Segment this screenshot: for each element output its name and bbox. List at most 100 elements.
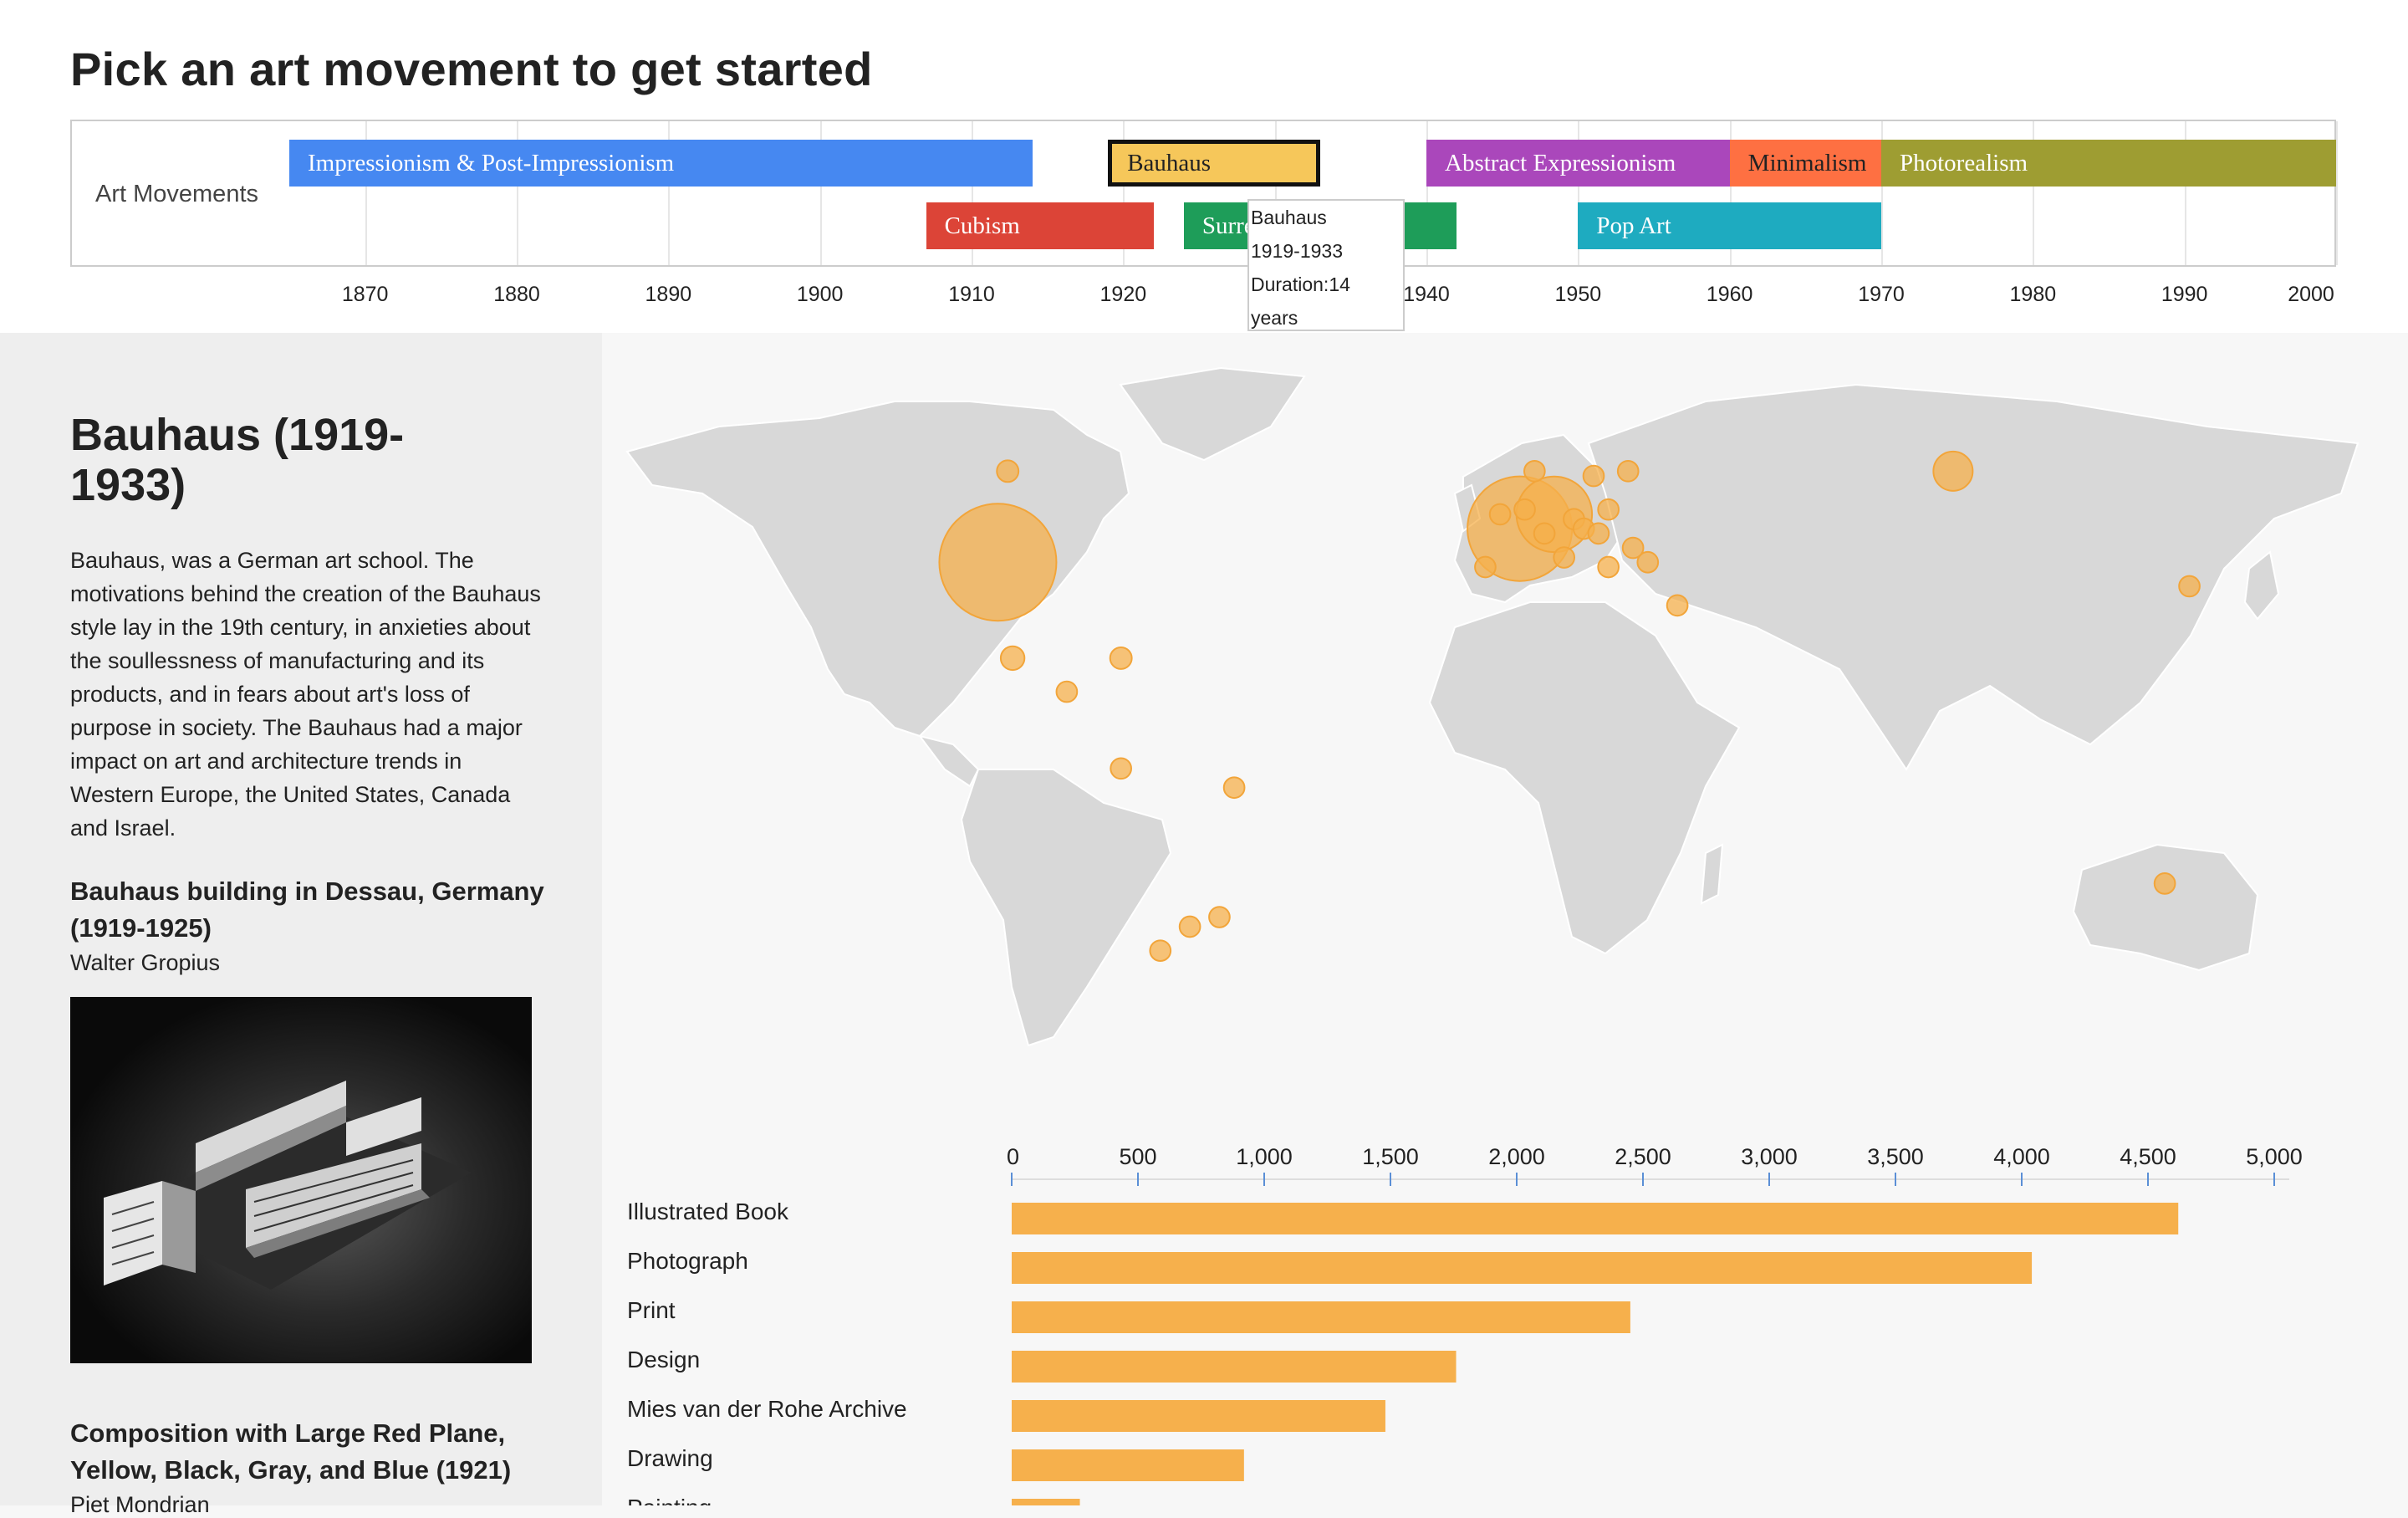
map-bubble[interactable] xyxy=(1474,555,1497,579)
map-bubble[interactable] xyxy=(1932,450,1974,492)
central-america-shape xyxy=(917,734,980,788)
map-bubble[interactable] xyxy=(996,459,1020,483)
map-bubble[interactable] xyxy=(1553,546,1576,569)
map-bubble[interactable] xyxy=(2153,872,2176,895)
map-bubble[interactable] xyxy=(1109,646,1133,670)
timeline-tick-label: 1880 xyxy=(493,283,540,306)
south-america-shape xyxy=(960,769,1172,1047)
x-axis-tick-label: 4,000 xyxy=(1993,1144,2050,1169)
timeline-tick-label: 1970 xyxy=(1858,283,1905,306)
timeline-gridline xyxy=(668,121,671,265)
bar[interactable] xyxy=(1012,1400,1385,1432)
timeline-tick-label: 1900 xyxy=(796,283,844,306)
timeline-gridline xyxy=(1578,121,1580,265)
australia-shape xyxy=(2072,843,2259,972)
asia-shape xyxy=(1587,383,2360,771)
bar[interactable] xyxy=(1012,1499,1080,1518)
timeline-gridline xyxy=(2336,121,2338,265)
timeline-tick-label: 1920 xyxy=(1099,283,1147,306)
bar-category-label: Design xyxy=(627,1347,700,1372)
timeline-gridline xyxy=(1881,121,1883,265)
bar[interactable] xyxy=(1012,1351,1457,1383)
map-bubble[interactable] xyxy=(1587,522,1610,545)
timeline-movement-bar[interactable]: Impressionism & Post-Impressionism xyxy=(289,140,1033,187)
x-axis: 0 500 1,000 1,500 2,000 2,500 3,000 3,500 4,000 4… xyxy=(1007,1144,2303,1186)
x-axis-tick-label: 3,000 xyxy=(1741,1144,1798,1169)
tooltip-duration: Duration:14 xyxy=(1251,273,1350,295)
x-axis-tick-label: 2,000 xyxy=(1488,1144,1545,1169)
x-axis-tick-label: 5,000 xyxy=(2246,1144,2303,1169)
map-bubble[interactable] xyxy=(1488,503,1512,526)
timeline-gridline xyxy=(365,121,367,265)
bar-category-label: Illustrated Book xyxy=(627,1199,789,1224)
work-artist: Walter Gropius xyxy=(70,950,221,975)
bar[interactable] xyxy=(1012,1203,2179,1234)
bar-category-label: Mies van der Rohe Archive xyxy=(627,1396,907,1422)
work-title: Composition with Large Red Plane, Yellow… xyxy=(70,1418,512,1485)
map-bubble[interactable] xyxy=(938,503,1058,622)
map-bubble[interactable] xyxy=(1208,906,1231,928)
timeline-tick-label: 2000 xyxy=(2288,283,2334,306)
timeline-gridline xyxy=(1274,121,1277,265)
map-bubble[interactable] xyxy=(1222,776,1246,800)
timeline-movement-bar[interactable]: Abstract Expressionism xyxy=(1426,140,1730,187)
timeline-movement-bar[interactable]: Minimalism xyxy=(1729,140,1881,187)
bar[interactable] xyxy=(1012,1252,2033,1284)
work-image-bauhaus-building xyxy=(70,997,532,1363)
map-bubble[interactable] xyxy=(1110,757,1133,780)
movement-title: Bauhaus (1919-1933) xyxy=(70,410,405,510)
map-bubble[interactable] xyxy=(1621,536,1645,560)
timeline-tooltip: Bauhaus 1919-1933 Duration:14 years xyxy=(1247,199,1405,331)
x-axis-tick-label: 4,500 xyxy=(2120,1144,2176,1169)
map-bubbles xyxy=(938,450,2201,963)
timeline-gridline xyxy=(1729,121,1732,265)
timeline-gridline xyxy=(1123,121,1125,265)
map-bubble[interactable] xyxy=(1533,522,1556,545)
timeline-tick-label: 1950 xyxy=(1554,283,1602,306)
movement-description: Bauhaus, was a German art school. The mo… xyxy=(70,548,541,841)
map-bubble[interactable] xyxy=(1149,939,1172,963)
map-bubble[interactable] xyxy=(1178,915,1201,938)
timeline-movement-bar[interactable]: Cubism xyxy=(926,202,1154,249)
map-bubble[interactable] xyxy=(1616,459,1640,483)
africa-shape xyxy=(1428,601,1741,955)
map-bubble[interactable] xyxy=(1597,498,1620,521)
tooltip-name: Bauhaus xyxy=(1251,207,1327,228)
world-map-svg xyxy=(625,366,2360,1047)
tooltip-duration-unit: years xyxy=(1251,307,1298,329)
building-model-illustration xyxy=(104,1081,472,1290)
timeline-movement-bar[interactable]: Photorealism xyxy=(1881,140,2336,187)
bar-chart-svg: 0 500 1,000 1,500 2,000 2,500 3,000 3,500 4,000 4… xyxy=(627,1144,2303,1518)
japan-shape xyxy=(2243,550,2280,621)
work-title: Bauhaus building in Dessau, Germany (191… xyxy=(70,877,544,943)
map-bubble[interactable] xyxy=(1055,680,1079,703)
map-bubble[interactable] xyxy=(1597,555,1620,579)
timeline-gridline xyxy=(517,121,518,265)
map-bubble[interactable] xyxy=(1636,550,1660,574)
timeline-gridline xyxy=(972,121,973,265)
timeline-row-label: Art Movements xyxy=(95,181,258,207)
timeline-tick-label: 1980 xyxy=(2009,283,2057,306)
map-bubble[interactable] xyxy=(1582,464,1605,488)
x-axis-tick-label: 3,500 xyxy=(1867,1144,1924,1169)
tooltip-years: 1919-1933 xyxy=(1251,240,1343,262)
page-title: Pick an art movement to get started xyxy=(70,43,873,95)
bars: Illustrated Book Photograph Print Design Mie… xyxy=(627,1199,2179,1518)
map-bubble[interactable] xyxy=(999,645,1026,672)
map-bubble[interactable] xyxy=(1666,594,1689,617)
map-bubble[interactable] xyxy=(2178,575,2201,598)
timeline-gridline xyxy=(2033,121,2035,265)
timeline-tick-label: 1890 xyxy=(645,283,692,306)
world-map xyxy=(619,351,2391,1071)
bar-category-label: Painting xyxy=(627,1495,712,1505)
x-axis-tick-label: 0 xyxy=(1007,1144,1019,1169)
bar[interactable] xyxy=(1012,1449,1244,1481)
timeline-tick-label: 1960 xyxy=(1706,283,1753,306)
timeline-gridline xyxy=(2184,121,2186,265)
timeline-movement-bar[interactable]: Pop Art xyxy=(1578,202,1881,249)
timeline-tick-label: 1910 xyxy=(948,283,995,306)
bar[interactable] xyxy=(1012,1301,1630,1333)
map-bubble[interactable] xyxy=(1513,498,1536,521)
map-bubble[interactable] xyxy=(1523,459,1546,483)
timeline-movement-bar[interactable]: Bauhaus xyxy=(1108,140,1321,187)
